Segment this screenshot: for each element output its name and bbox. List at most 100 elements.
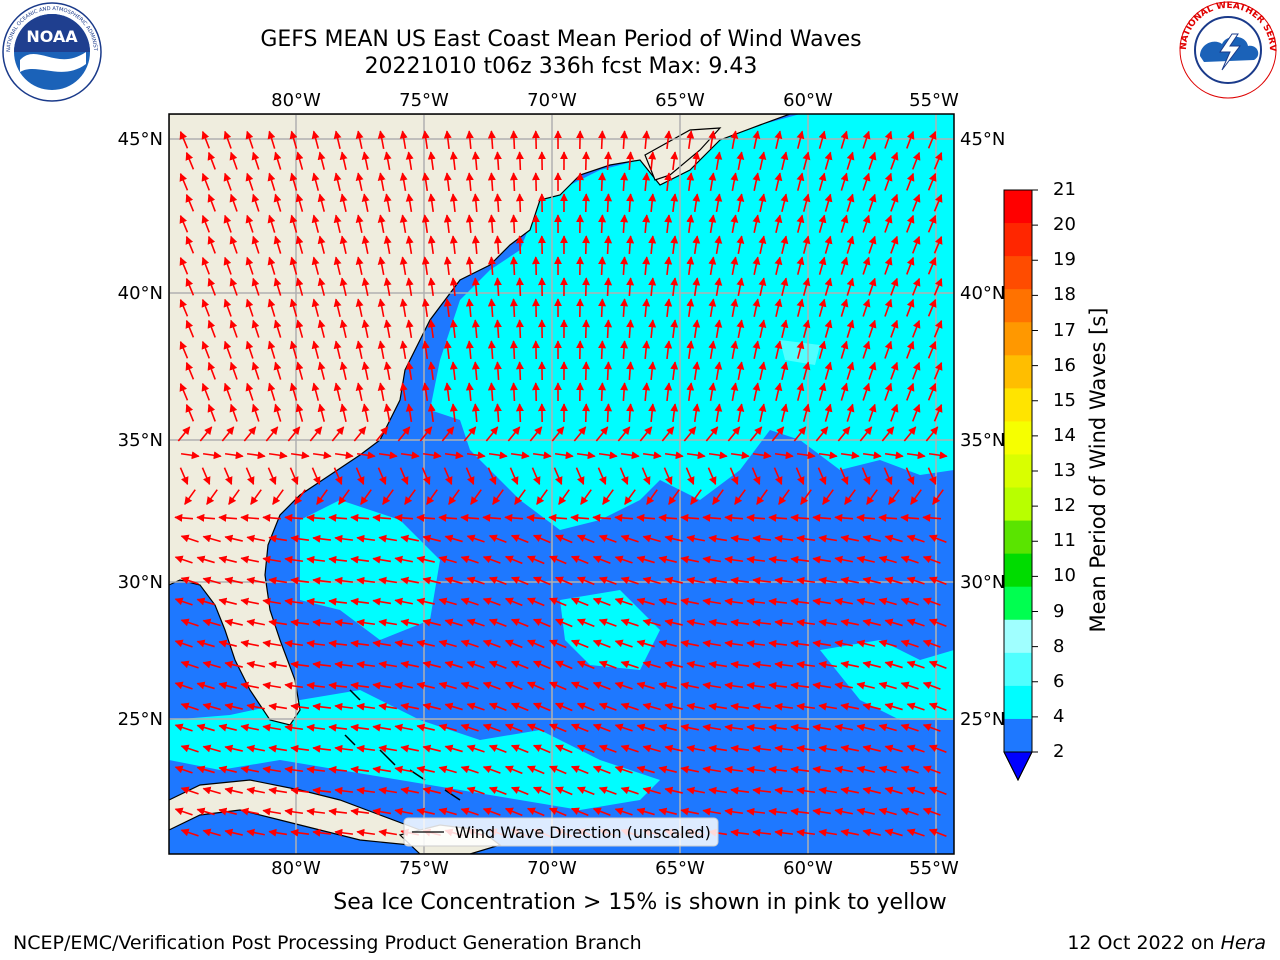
wave-direction-arrow	[932, 489, 944, 505]
wave-direction-arrow	[664, 534, 683, 543]
wave-direction-arrow	[224, 534, 243, 543]
wave-direction-arrow	[911, 277, 921, 296]
wave-direction-arrow	[906, 256, 915, 275]
wave-direction-arrow	[289, 130, 298, 149]
wave-direction-arrow	[906, 130, 915, 149]
wave-direction-arrow	[400, 618, 419, 627]
wave-direction-arrow	[444, 660, 463, 669]
wave-direction-arrow	[774, 660, 794, 669]
wave-direction-arrow	[284, 765, 304, 774]
wave-direction-arrow	[862, 451, 882, 460]
wave-direction-arrow	[840, 534, 859, 543]
wave-direction-arrow	[746, 765, 766, 774]
wave-direction-arrow	[416, 681, 435, 690]
wave-direction-arrow	[834, 723, 853, 732]
wave-direction-arrow	[493, 403, 502, 423]
wave-direction-arrow	[878, 597, 897, 606]
wave-direction-arrow	[202, 534, 221, 543]
wave-direction-arrow	[356, 451, 376, 460]
wave-direction-arrow	[421, 340, 430, 360]
wave-direction-arrow	[229, 403, 238, 422]
wave-direction-arrow	[906, 786, 925, 795]
wave-direction-arrow	[268, 576, 288, 585]
wave-direction-arrow	[868, 277, 877, 296]
wave-direction-arrow	[284, 807, 304, 816]
wave-direction-arrow	[378, 534, 398, 543]
lon-label: 80°W	[271, 90, 321, 111]
wave-direction-arrow	[927, 467, 937, 486]
wave-direction-arrow	[648, 235, 657, 255]
wave-direction-arrow	[884, 576, 903, 585]
wave-direction-arrow	[224, 660, 243, 669]
wave-direction-arrow	[890, 403, 899, 422]
wave-direction-arrow	[730, 214, 739, 233]
lon-label: 80°W	[271, 858, 321, 879]
wave-direction-arrow	[199, 426, 213, 442]
wave-direction-arrow	[267, 382, 276, 401]
wave-direction-arrow	[862, 660, 881, 669]
wave-direction-arrow	[670, 361, 679, 381]
wave-direction-arrow	[690, 489, 702, 505]
wave-direction-arrow	[355, 340, 364, 359]
wave-direction-arrow	[840, 298, 849, 317]
wave-direction-arrow	[724, 513, 744, 522]
wave-direction-arrow	[295, 403, 304, 422]
wave-direction-arrow	[471, 403, 480, 423]
wave-direction-arrow	[267, 256, 276, 275]
wave-direction-arrow	[658, 807, 677, 816]
wave-direction-arrow	[284, 639, 304, 648]
wave-direction-arrow	[422, 618, 441, 627]
lat-label: 35°N	[118, 430, 163, 451]
wave-direction-arrow	[488, 451, 508, 460]
wave-direction-arrow	[670, 403, 679, 423]
wave-direction-arrow	[328, 513, 348, 522]
wave-direction-arrow	[658, 681, 677, 690]
wave-direction-arrow	[626, 235, 635, 255]
wave-direction-arrow	[218, 765, 237, 774]
wave-direction-arrow	[620, 702, 639, 711]
wave-direction-arrow	[444, 534, 463, 543]
wave-direction-arrow	[356, 576, 376, 585]
wave-direction-arrow	[724, 765, 744, 774]
wave-direction-arrow	[284, 723, 304, 732]
wave-direction-arrow	[339, 403, 348, 422]
wave-direction-arrow	[394, 597, 413, 606]
wave-direction-arrow	[355, 382, 364, 401]
wave-direction-arrow	[427, 277, 436, 297]
wave-direction-arrow	[642, 382, 651, 402]
wave-direction-arrow	[377, 172, 386, 191]
wave-direction-arrow	[911, 151, 921, 170]
wave-direction-arrow	[840, 618, 859, 627]
wave-direction-arrow	[900, 765, 919, 774]
wave-direction-arrow	[768, 513, 788, 522]
wave-direction-arrow	[207, 319, 216, 338]
wave-direction-arrow	[752, 214, 761, 233]
wave-direction-arrow	[375, 426, 389, 442]
wave-direction-arrow	[449, 193, 458, 213]
wave-direction-arrow	[680, 639, 699, 648]
wave-direction-arrow	[405, 403, 414, 423]
wave-direction-arrow	[620, 172, 629, 192]
wave-direction-arrow	[680, 807, 699, 816]
wave-direction-arrow	[758, 151, 767, 170]
wave-direction-arrow	[604, 151, 613, 171]
wave-direction-arrow	[636, 807, 655, 816]
wave-direction-arrow	[218, 555, 237, 564]
wave-direction-arrow	[268, 451, 288, 460]
wave-direction-arrow	[648, 361, 657, 381]
wave-direction-arrow	[312, 534, 332, 543]
wave-direction-arrow	[372, 597, 392, 606]
wave-direction-arrow	[868, 403, 877, 422]
wave-direction-arrow	[360, 489, 372, 505]
wave-direction-arrow	[487, 256, 496, 276]
wave-direction-arrow	[780, 235, 789, 254]
wave-direction-arrow	[758, 361, 767, 380]
wave-direction-arrow	[328, 807, 348, 816]
wave-direction-arrow	[317, 277, 326, 296]
wave-direction-arrow	[812, 639, 832, 648]
wave-direction-arrow	[394, 723, 413, 732]
wave-direction-arrow	[817, 467, 827, 486]
wave-direction-arrow	[515, 277, 524, 297]
wave-direction-arrow	[328, 597, 348, 606]
